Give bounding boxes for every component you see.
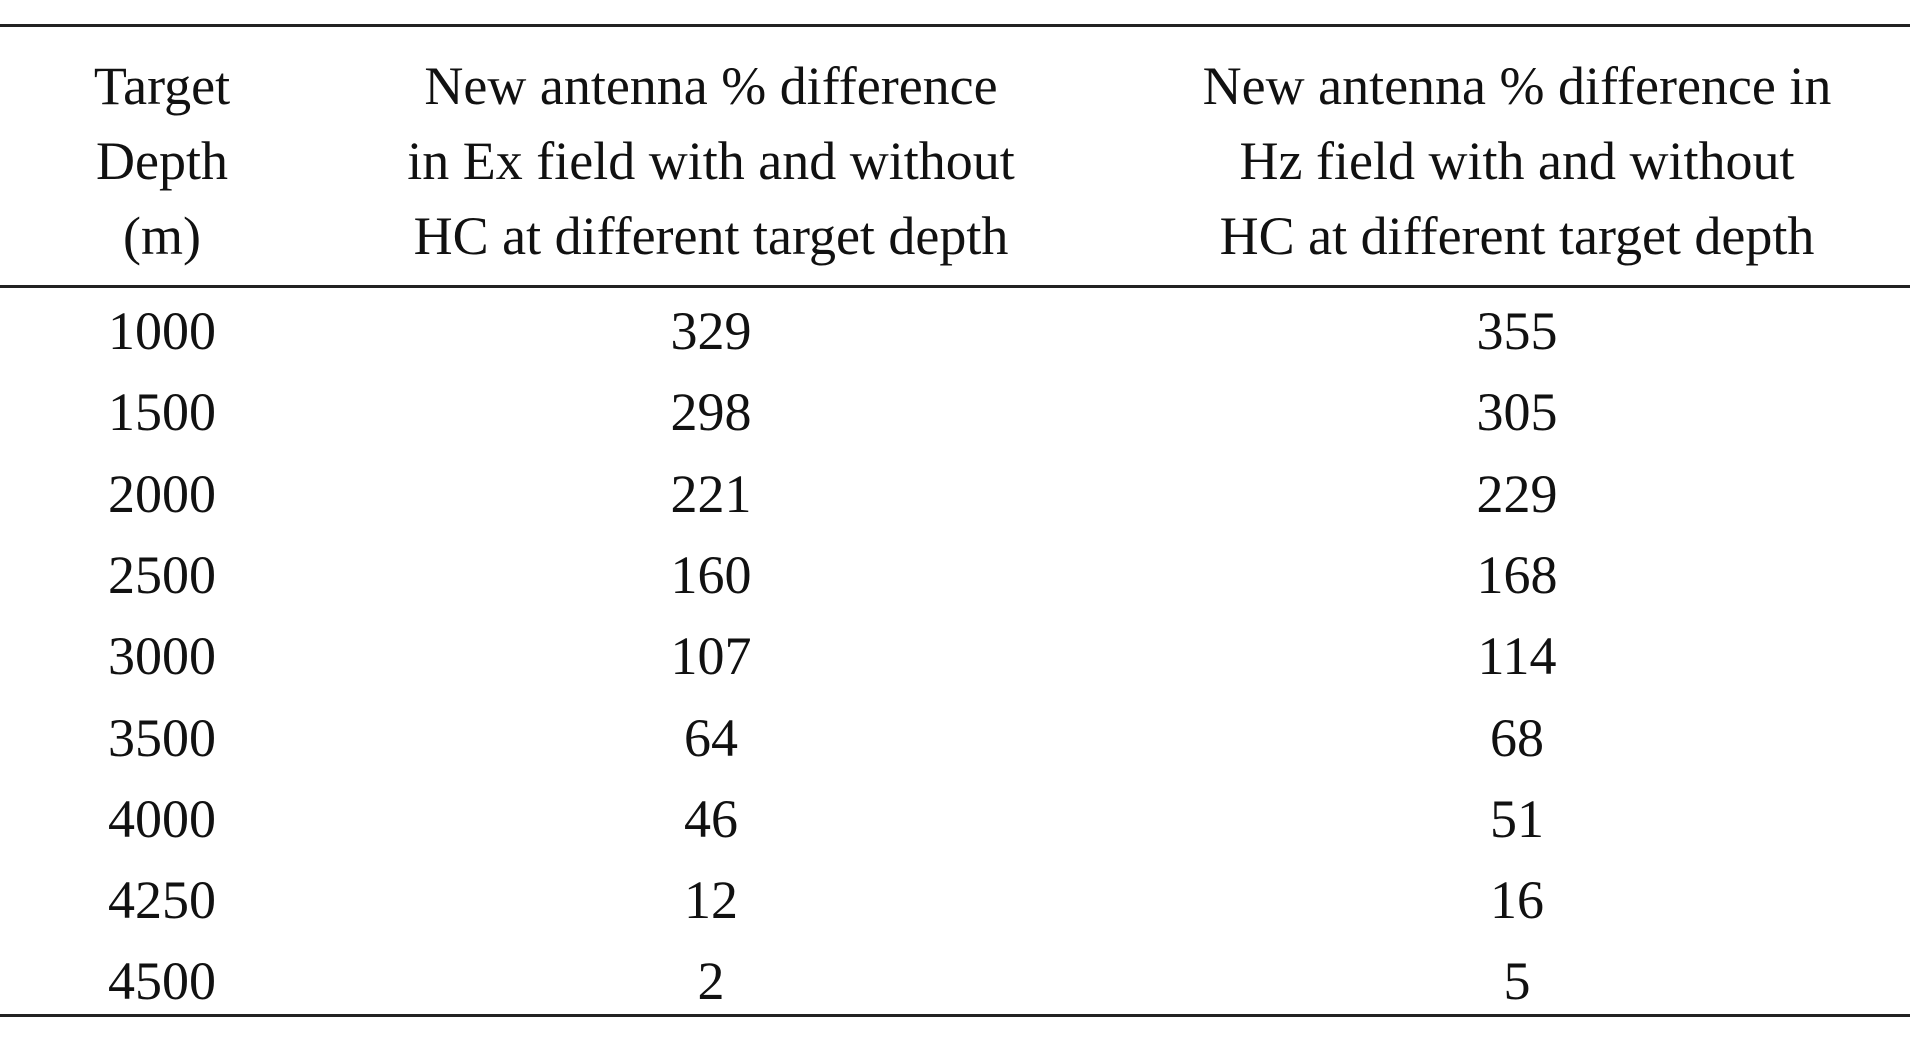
table-cell: 2 (697, 951, 725, 1012)
table-cell: 4500 (108, 951, 216, 1012)
table-cell: 1000 (108, 301, 216, 361)
table-cell: 329 (670, 301, 752, 361)
header-line: Depth (96, 131, 228, 191)
header-line: HC at different target depth (413, 206, 1009, 266)
table-cell: 51 (1490, 788, 1544, 849)
bottom-rule (0, 1014, 1910, 1017)
header-line: (m) (123, 206, 201, 266)
table-cell: 16 (1490, 870, 1544, 931)
table-cell: 221 (670, 463, 752, 524)
table-cell: 2000 (108, 463, 216, 524)
table-cell: 298 (670, 382, 752, 443)
top-rule (0, 24, 1910, 27)
table-cell: 64 (684, 707, 738, 768)
header-line: in Ex field with and without (407, 131, 1015, 191)
table-cell: 305 (1476, 382, 1558, 443)
header-rule (0, 285, 1910, 288)
table-cell: 46 (684, 788, 738, 849)
table-cell: 12 (684, 870, 738, 931)
table-cell: 4000 (108, 788, 216, 849)
table-cell: 160 (670, 544, 752, 605)
header-line: Target (93, 56, 231, 116)
header-line: New antenna % difference (424, 56, 998, 116)
table-cell: 114 (1477, 626, 1557, 687)
table-cell: 4250 (108, 870, 216, 931)
table-cell: 107 (670, 626, 752, 687)
header-line: Hz field with and without (1239, 131, 1795, 191)
table-cell: 355 (1476, 301, 1558, 361)
table-cell: 3000 (108, 626, 216, 687)
table-cell: 1500 (108, 382, 216, 443)
table-cell: 68 (1490, 707, 1544, 768)
table-cell: 229 (1476, 463, 1558, 524)
header-line: New antenna % difference in (1202, 56, 1832, 116)
header-line: HC at different target depth (1219, 206, 1815, 266)
table-cell: 2500 (108, 544, 216, 605)
table-cell: 3500 (108, 707, 216, 768)
table-cell: 5 (1503, 951, 1531, 1012)
table-cell: 168 (1476, 544, 1558, 605)
